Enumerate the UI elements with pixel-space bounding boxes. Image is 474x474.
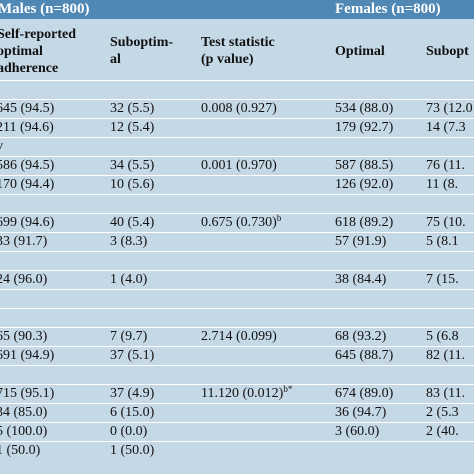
test-statistic-cell: 0.675 (0.730)b [201, 213, 282, 231]
males-optimal-cell: 1 (50.0) [0, 443, 41, 458]
males-optimal-cell: 34 (85.0) [0, 405, 48, 420]
females-optimal-cell: 645 (88.7) [335, 348, 394, 363]
footnote-marker: b* [283, 384, 293, 394]
males-suboptimal-cell: 6 (15.0) [110, 405, 155, 420]
males-optimal-cell: 5 (100.0) [0, 424, 48, 439]
col-header-suboptimal-females: Subopt [426, 43, 469, 59]
males-suboptimal-cell: 1 (4.0) [110, 272, 148, 287]
table-row: 699 (94.6) 40 (5.4) 0.675 (0.730)b 618 (89.… [0, 213, 474, 232]
table-row [0, 194, 474, 213]
col-header-test-statistic: Test statistic (p value) [201, 35, 275, 67]
table-row: 170 (94.4) 10 (5.6) 126 (92.0) 11 (8. [0, 175, 474, 194]
table-row [0, 308, 474, 327]
females-optimal-cell: 36 (94.7) [335, 405, 387, 420]
test-statistic-cell: 2.714 (0.099) [201, 329, 277, 344]
females-suboptimal-cell: 11 (8. [426, 177, 459, 192]
females-suboptimal-cell: 76 (11. [426, 158, 466, 173]
test-statistic-cell: 0.008 (0.927) [201, 101, 277, 116]
table-row: 715 (95.1) 37 (4.9) 11.120 (0.012)b* 674 (8… [0, 384, 474, 403]
males-optimal-cell: v [0, 138, 3, 156]
males-optimal-cell: 691 (94.9) [0, 348, 55, 363]
males-optimal-cell: 170 (94.4) [0, 177, 55, 192]
females-optimal-cell: 68 (93.2) [335, 329, 387, 344]
females-optimal-cell: 179 (92.7) [335, 120, 394, 135]
females-optimal-cell: 38 (84.4) [335, 272, 387, 287]
table-row: 645 (94.5) 32 (5.5) 0.008 (0.927) 534 (88.0… [0, 99, 474, 118]
table-row: v [0, 137, 474, 156]
table-row [0, 80, 474, 99]
females-suboptimal-cell: 82 (11. [426, 348, 466, 363]
males-optimal-cell: 645 (94.5) [0, 101, 55, 116]
females-optimal-cell: 3 (60.0) [335, 424, 380, 439]
males-suboptimal-cell: 40 (5.4) [110, 215, 155, 230]
table-row: 24 (96.0) 1 (4.0) 38 (84.4) 7 (15. [0, 270, 474, 289]
males-optimal-cell: 699 (94.6) [0, 215, 55, 230]
col-header-self-reported-optimal: Self-reported optimal adherence [0, 26, 77, 76]
males-suboptimal-cell: 10 (5.6) [110, 177, 155, 192]
males-suboptimal-cell: 12 (5.4) [110, 120, 155, 135]
table-row [0, 365, 474, 384]
females-suboptimal-cell: 75 (10. [426, 215, 466, 230]
females-group-header: Females (n=800) [335, 1, 441, 17]
males-optimal-cell: 65 (90.3) [0, 329, 48, 344]
males-group-header: Males (n=800) [0, 1, 90, 17]
females-optimal-cell: 534 (88.0) [335, 101, 394, 116]
table-row: 34 (85.0) 6 (15.0) 36 (94.7) 2 (5.3 [0, 403, 474, 422]
females-suboptimal-cell: 7 (15. [426, 272, 459, 287]
table-row: 211 (94.6) 12 (5.4) 179 (92.7) 14 (7.3 [0, 118, 474, 137]
col-header-suboptimal: Suboptim- al [110, 35, 174, 67]
table-row: 586 (94.5) 34 (5.5) 0.001 (0.970) 587 (88.5… [0, 156, 474, 175]
females-suboptimal-cell: 5 (8.1 [426, 234, 459, 249]
females-suboptimal-cell: 83 (11. [426, 386, 466, 401]
females-optimal-cell: 618 (89.2) [335, 215, 394, 230]
males-optimal-cell: 211 (94.6) [0, 120, 54, 135]
females-suboptimal-cell: 2 (40. [426, 424, 459, 439]
females-suboptimal-cell: 5 (6.8 [426, 329, 459, 344]
females-optimal-cell: 126 (92.0) [335, 177, 394, 192]
males-optimal-cell: 33 (91.7) [0, 234, 48, 249]
table-row [0, 251, 474, 270]
test-statistic-cell: 0.001 (0.970) [201, 158, 277, 173]
table-row: 691 (94.9) 37 (5.1) 645 (88.7) 82 (11. [0, 346, 474, 365]
table-row: 5 (100.0) 0 (0.0) 3 (60.0) 2 (40. [0, 422, 474, 441]
females-optimal-cell: 57 (91.9) [335, 234, 387, 249]
table-row: 65 (90.3) 7 (9.7) 2.714 (0.099) 68 (93.2) 5 … [0, 327, 474, 346]
males-suboptimal-cell: 3 (8.3) [110, 234, 148, 249]
females-suboptimal-cell: 73 (12.0 [426, 101, 473, 116]
table-row [0, 289, 474, 308]
group-header-bar: Males (n=800) Females (n=800) [0, 0, 474, 19]
females-suboptimal-cell: 14 (7.3 [426, 120, 466, 135]
males-optimal-cell: 715 (95.1) [0, 386, 55, 401]
females-optimal-cell: 674 (89.0) [335, 386, 394, 401]
males-suboptimal-cell: 1 (50.0) [110, 443, 155, 458]
males-suboptimal-cell: 37 (4.9) [110, 386, 155, 401]
females-optimal-cell: 587 (88.5) [335, 158, 394, 173]
table-row: 33 (91.7) 3 (8.3) 57 (91.9) 5 (8.1 [0, 232, 474, 251]
males-suboptimal-cell: 32 (5.5) [110, 101, 155, 116]
males-optimal-cell: 24 (96.0) [0, 272, 48, 287]
footnote-marker: b [276, 213, 282, 223]
males-suboptimal-cell: 7 (9.7) [110, 329, 148, 344]
females-suboptimal-cell: 2 (5.3 [426, 405, 459, 420]
males-suboptimal-cell: 0 (0.0) [110, 424, 148, 439]
males-optimal-cell: 586 (94.5) [0, 158, 55, 173]
table-row: 1 (50.0) 1 (50.0) [0, 441, 474, 460]
test-statistic-cell: 11.120 (0.012)b* [201, 384, 293, 402]
males-suboptimal-cell: 34 (5.5) [110, 158, 155, 173]
males-suboptimal-cell: 37 (5.1) [110, 348, 155, 363]
col-header-optimal: Optimal [335, 43, 385, 59]
